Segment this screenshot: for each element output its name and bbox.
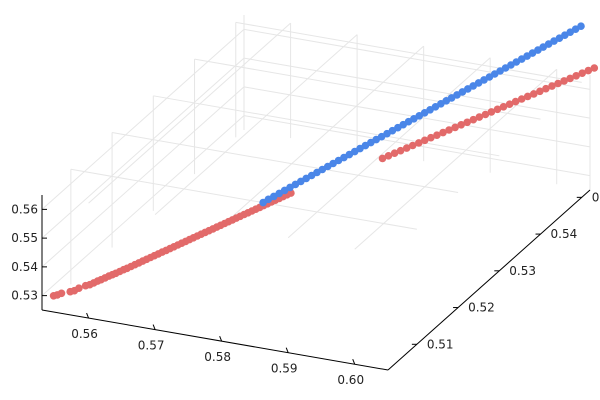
series-1-point: [548, 82, 556, 90]
z-tick-label: 0.54: [11, 260, 38, 274]
grid-line-z: [243, 28, 591, 90]
x-tick: [152, 324, 156, 330]
series-1-point: [439, 128, 447, 137]
z-tick-label: 0.53: [11, 289, 38, 303]
series-1-point: [396, 146, 405, 155]
x-tick: [352, 359, 356, 365]
grid-line-y: [235, 21, 582, 83]
series-1-point: [542, 84, 550, 93]
series-1-point: [415, 139, 423, 147]
series-1-point: [523, 92, 532, 101]
series-1-point: [511, 97, 520, 106]
series-1-point: [499, 103, 508, 111]
series-1-point: [530, 90, 538, 98]
series-1-point: [287, 189, 295, 197]
series-1-point: [590, 64, 599, 72]
grid-line-y: [153, 95, 500, 157]
series-1-point: [384, 152, 393, 160]
x-tick: [86, 312, 90, 319]
x-tick-label: 0.56: [71, 327, 98, 341]
series-1-point: [517, 95, 526, 103]
series-1-point: [554, 79, 562, 88]
grid-line-x: [287, 57, 491, 239]
axes: [41, 189, 591, 371]
series-1-point: [578, 69, 586, 77]
tick-labels: 0.56 0.57 0.58 0.59 0.60 0.51 0.52 0.53 0.54 0.55…: [11, 190, 600, 387]
grid-line-z: [41, 86, 245, 268]
y-axis-line: [387, 189, 591, 371]
grid-line-z: [41, 29, 245, 210]
x-tick: [285, 347, 289, 353]
x-tick-label: 0.59: [271, 362, 298, 376]
grid-line-z: [243, 57, 591, 119]
x-axis-line: [41, 309, 389, 371]
grid-line-z: [41, 57, 245, 239]
series-1-point: [505, 100, 514, 108]
y-tick-label: 0.54: [551, 227, 578, 241]
series-1-point: [475, 113, 484, 121]
grid-line-y: [111, 132, 459, 194]
series-1-point: [378, 154, 387, 163]
series-1-point: [445, 126, 453, 134]
series-1-point: [75, 284, 83, 293]
data-points: [49, 22, 599, 300]
grid-line-y: [194, 58, 541, 120]
y-tick-label: 0.55: [592, 190, 600, 204]
y-tick-label: 0.53: [509, 264, 536, 278]
x-tick-label: 0.60: [337, 373, 364, 387]
series-1-point: [457, 121, 466, 129]
series-1-point: [469, 115, 478, 124]
z-tick-label: 0.56: [11, 202, 38, 216]
grid-line-y: [70, 168, 417, 230]
series-1-point: [57, 289, 66, 298]
x-tick: [219, 335, 223, 342]
series-1-point: [408, 141, 417, 150]
series-1-point: [451, 123, 459, 132]
series-1-point: [390, 149, 399, 157]
series-1-point: [560, 77, 568, 85]
series-1-point: [481, 110, 490, 119]
series-1-point: [433, 131, 441, 139]
x-tick-label: 0.57: [138, 339, 165, 353]
series-1-point: [584, 66, 593, 75]
series-1-point: [536, 87, 544, 96]
grid-lines: [41, 15, 591, 296]
z-tick-label: 0.55: [11, 231, 38, 245]
series-1-point: [566, 74, 574, 83]
series-1-point: [421, 136, 429, 145]
y-tick-label: 0.51: [427, 337, 454, 351]
x-tick-label: 0.58: [204, 350, 231, 364]
series-1-point: [572, 72, 580, 80]
grid-line-x: [88, 22, 291, 204]
grid-line-z: [41, 115, 245, 296]
series-1-point: [493, 105, 502, 114]
series-1-point: [487, 108, 496, 116]
series-1-point: [463, 118, 472, 127]
y-tick-label: 0.52: [468, 301, 495, 315]
series-2-point: [577, 22, 585, 31]
series-1-point: [427, 133, 435, 142]
grid-line-x: [154, 34, 358, 215]
grid-line-x: [221, 45, 424, 227]
series-1-point: [402, 144, 411, 152]
